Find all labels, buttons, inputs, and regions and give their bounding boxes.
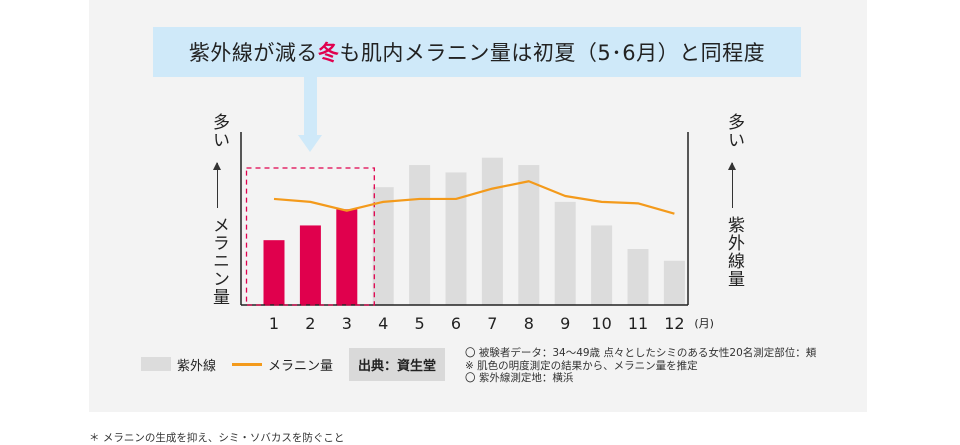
x-tick-label: 10 [591, 314, 611, 333]
uv-bar [372, 187, 394, 305]
uv-bar [554, 201, 576, 305]
note-line: 〇 被験者データ：34〜49歳 点々としたシミのある女性20名測定部位：頬 [465, 347, 817, 359]
legend: 紫外線 メラニン量 出典：資生堂 [141, 347, 446, 381]
x-tick-label: 8 [524, 314, 534, 333]
note-line: 〇 紫外線測定地：横浜 [465, 372, 574, 384]
legend-line-swatch [232, 362, 263, 366]
headline-banner: 紫外線が減る冬も肌内メラニン量は初夏（5･6月）と同程度 [153, 27, 801, 77]
melanin-line [273, 180, 675, 215]
highlight-box [245, 167, 375, 306]
uv-bar [627, 249, 649, 305]
uv-bar [336, 209, 358, 305]
uv-bar [591, 225, 613, 305]
right-axis-up-arrow-icon [728, 162, 736, 208]
x-tick-label: 5 [415, 314, 425, 333]
legend-bar-swatch [141, 357, 171, 371]
x-unit-label: (月) [694, 317, 714, 330]
left-axis-up-arrow-icon [213, 162, 221, 208]
notes: 〇 被験者データ：34〜49歳 点々としたシミのある女性20名測定部位：頬 ※ … [465, 347, 816, 385]
left-axis-top-label: 多い [209, 113, 229, 149]
legend-item-melanin: メラニン量 [232, 355, 333, 374]
x-tick-label: 12 [664, 314, 684, 333]
x-tick-label: 11 [628, 314, 648, 333]
legend-uv-label: 紫外線 [177, 358, 217, 374]
uv-bar [445, 172, 467, 305]
right-axis-top-label: 多い [724, 113, 744, 149]
x-tick-label: 6 [451, 314, 461, 333]
x-tick-label: 2 [305, 314, 315, 333]
uv-bar [481, 157, 503, 305]
callout-arrow-down-icon [298, 135, 322, 152]
x-tick-label: 4 [378, 314, 388, 333]
footnote: ＊ メラニンの生成を抑え、シミ・ソバカスを防ぐこと [89, 432, 345, 444]
uv-bar [409, 165, 431, 305]
headline-text-after: も肌内メラニン量は初夏（5･6月）と同程度 [339, 41, 766, 65]
callout-arrow-shaft [304, 77, 317, 135]
source-badge: 出典：資生堂 [349, 347, 446, 381]
right-axis-label: 紫外線量 [724, 216, 744, 288]
uv-bar [299, 225, 321, 305]
note-line: ※ 肌色の明度測定の結果から、メラニン量を推定 [465, 359, 698, 372]
x-tick-label: 7 [487, 314, 497, 333]
legend-melanin-label: メラニン量 [268, 358, 334, 374]
headline-highlight-winter: 冬 [317, 41, 340, 65]
legend-item-uv: 紫外線 [141, 355, 216, 374]
uv-bar [518, 165, 540, 305]
x-tick-label: 1 [269, 314, 279, 333]
headline-text-before: 紫外線が減る [188, 41, 318, 65]
uv-bar [263, 240, 285, 305]
x-tick-label: 9 [560, 314, 570, 333]
uv-bar [663, 260, 685, 305]
x-tick-label: 3 [342, 314, 352, 333]
left-axis-label: メラニン量 [209, 216, 229, 306]
